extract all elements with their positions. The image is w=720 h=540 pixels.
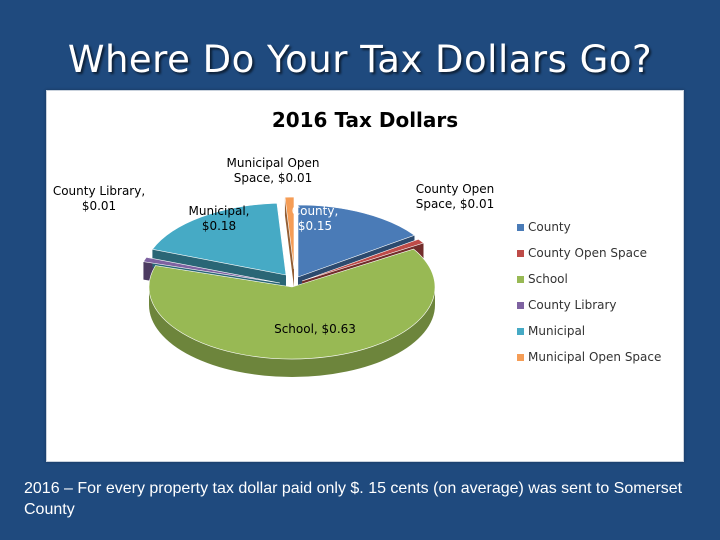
chart-legend: County County Open Space School County Libr… <box>517 220 661 364</box>
pie-slice-municipal <box>151 202 287 276</box>
legend-swatch <box>517 302 524 309</box>
legend-swatch <box>517 354 524 361</box>
legend-entry: School <box>528 272 568 286</box>
chart-title: 2016 Tax Dollars <box>272 108 458 132</box>
slice-label: Municipal Open Space, $0.01 <box>227 156 320 185</box>
pie-chart-canvas: 2016 Tax Dollars County, $0.15 County Open… <box>53 108 661 377</box>
slice-label: Municipal, $0.18 <box>189 204 250 233</box>
legend-swatch <box>517 276 524 283</box>
pie-slice-county <box>297 204 416 278</box>
slide-caption: 2016 – For every property tax dollar pai… <box>24 480 683 518</box>
pie-slice-county-library <box>142 256 281 284</box>
legend-entry: County Open Space <box>528 246 647 260</box>
legend-entry: County Library <box>528 298 617 312</box>
pie-slice-school <box>148 248 436 360</box>
legend-swatch <box>517 250 524 257</box>
legend-entry: Municipal <box>528 324 585 338</box>
pie-chart: 2016 Tax Dollars County, $0.15 County Open… <box>46 90 684 462</box>
pie-slice-municipal-open-space <box>284 196 295 270</box>
legend-entry: County <box>528 220 571 234</box>
slide-title: Where Do Your Tax Dollars Go? <box>67 38 653 81</box>
legend-entry: Municipal Open Space <box>528 350 661 364</box>
pie-slice-county-open-space <box>301 238 425 282</box>
slice-label: County, $0.15 <box>292 204 339 233</box>
pie-slice-side <box>149 287 435 377</box>
pie-slice-edge <box>284 197 294 287</box>
slice-label: County Open Space, $0.01 <box>416 182 495 211</box>
legend-swatch <box>517 224 524 231</box>
legend-swatch <box>517 328 524 335</box>
slice-label: School, $0.63 <box>274 322 356 336</box>
slice-label: County Library, $0.01 <box>53 184 145 213</box>
